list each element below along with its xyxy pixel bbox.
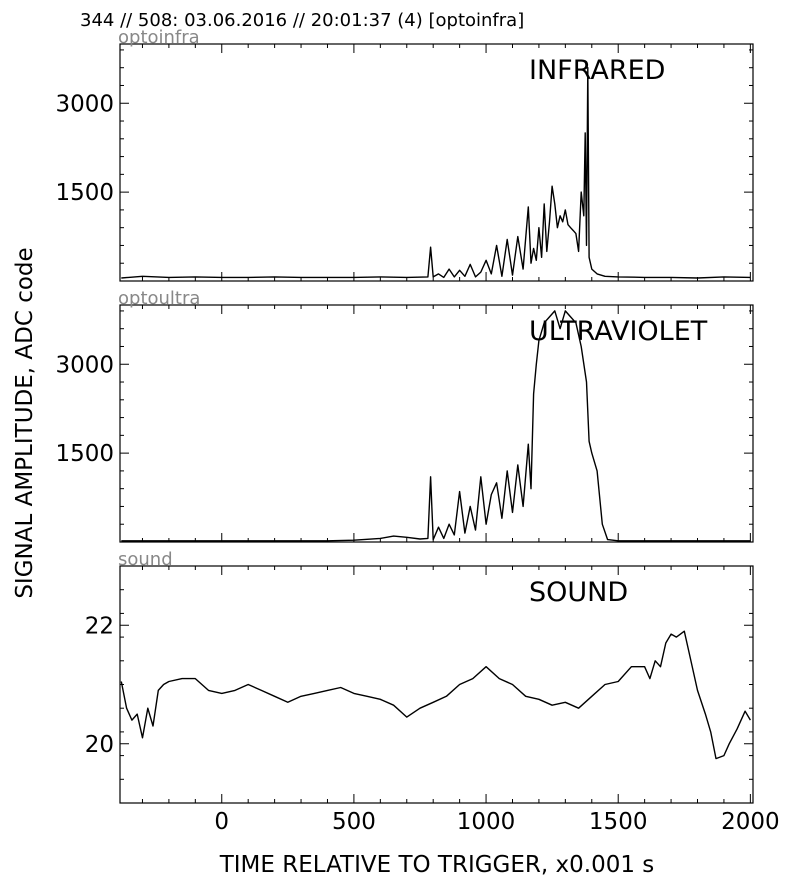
infrared-panel-title: INFRARED	[529, 55, 665, 86]
infrared-ytick-label: 3000	[55, 91, 114, 117]
x-axis-label: TIME RELATIVE TO TRIGGER, x0.001 s	[219, 852, 655, 878]
sound-panel-title: SOUND	[529, 577, 628, 608]
infrared-panel: optoinfra 1500 3000 INFRARED	[55, 27, 754, 282]
infrared-ytick-label: 1500	[55, 180, 114, 206]
infrared-series-line	[121, 67, 751, 279]
chart-header: 344 // 508: 03.06.2016 // 20:01:37 (4) […	[80, 10, 524, 31]
xtick-label: 500	[332, 809, 376, 835]
ultraviolet-source-label: optoultra	[118, 288, 200, 309]
sound-source-label: sound	[118, 549, 173, 570]
ultraviolet-panel-title: ULTRAVIOLET	[529, 316, 708, 347]
infrared-plot-frame	[119, 43, 754, 282]
ultraviolet-panel: optoultra 1500 3000 ULTRAVIOLET	[55, 288, 754, 543]
xtick-label: 1000	[457, 809, 516, 835]
ultraviolet-ytick-label: 3000	[55, 352, 114, 378]
xtick-label: 2000	[721, 809, 780, 835]
ultraviolet-series-line	[121, 310, 751, 542]
infrared-source-label: optoinfra	[118, 27, 200, 48]
xtick-label: 0	[214, 809, 229, 835]
y-axis-label: SIGNAL AMPLITUDE, ADC code	[12, 247, 38, 598]
ultraviolet-plot-frame	[119, 304, 754, 543]
sound-plot-frame	[119, 565, 754, 804]
sound-panel: sound 20 22 0 500 1000 1500 2000 SOUND	[85, 549, 780, 835]
sound-ytick-label: 20	[85, 732, 114, 758]
ultraviolet-ytick-label: 1500	[55, 441, 114, 467]
sound-ytick-label: 22	[85, 613, 114, 639]
panels-group: optoinfra 1500 3000 INFRARED optoultra 1500 30…	[55, 27, 779, 835]
sound-series-line	[120, 630, 752, 760]
xtick-label: 1500	[589, 809, 648, 835]
